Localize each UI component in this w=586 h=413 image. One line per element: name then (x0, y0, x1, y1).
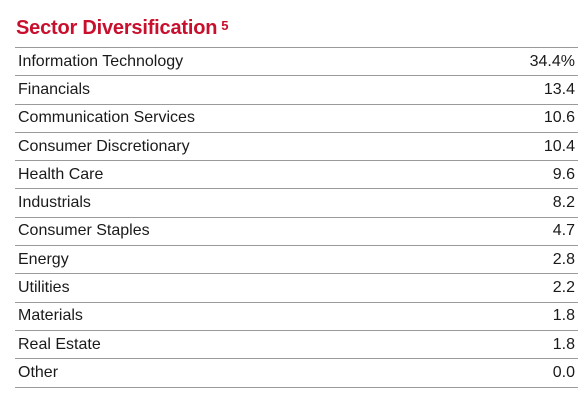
sector-name: Utilities (18, 279, 70, 297)
sector-weight: 1.8 (552, 335, 575, 353)
table-row: Energy 2.8 (15, 246, 578, 275)
sector-name: Energy (18, 250, 69, 268)
sector-name: Other (18, 363, 59, 381)
sector-weight: 34.4% (529, 52, 575, 70)
table-row: Materials 1.8 (15, 303, 578, 331)
footnote-marker: 5 (221, 18, 229, 33)
sector-name: Consumer Staples (18, 222, 150, 240)
sector-weight: 1.8 (552, 307, 575, 325)
table-row: Information Technology 34.4% (15, 48, 578, 77)
sector-weight: 2.8 (552, 250, 575, 268)
table-row: Health Care 9.6 (15, 161, 578, 190)
sector-name: Consumer Discretionary (18, 137, 190, 155)
sector-weight: 8.2 (552, 194, 575, 212)
sector-weight: 13.4 (543, 80, 575, 98)
table-row: Utilities 2.2 (15, 274, 578, 303)
table-row: Financials 13.4 (15, 76, 578, 105)
sector-weight: 0.0 (552, 363, 575, 381)
sector-name: Real Estate (18, 335, 101, 353)
table-row: Other 0.0 (15, 359, 578, 388)
sector-name: Information Technology (18, 52, 184, 70)
sector-weight: 9.6 (552, 165, 575, 183)
sector-weight: 2.2 (552, 279, 575, 297)
table-row: Consumer Staples 4.7 (15, 218, 578, 247)
sector-weight: 4.7 (552, 222, 575, 240)
sector-name: Communication Services (18, 109, 195, 127)
sector-name: Financials (18, 80, 91, 98)
sector-name: Materials (18, 307, 83, 325)
table-row: Real Estate 1.8 (15, 331, 578, 360)
sector-name: Industrials (18, 194, 91, 212)
table-row: Consumer Discretionary 10.4 (15, 133, 578, 162)
sector-name: Health Care (18, 165, 104, 183)
section-title: Sector Diversification (16, 17, 218, 39)
sector-weight: 10.6 (543, 109, 575, 127)
table-row: Industrials 8.2 (15, 189, 578, 218)
section-header: Sector Diversification 5 (16, 14, 228, 44)
table-row: Communication Services 10.6 (15, 105, 578, 133)
sector-table: Information Technology 34.4% Financials … (15, 47, 578, 388)
sector-weight: 10.4 (543, 137, 575, 155)
